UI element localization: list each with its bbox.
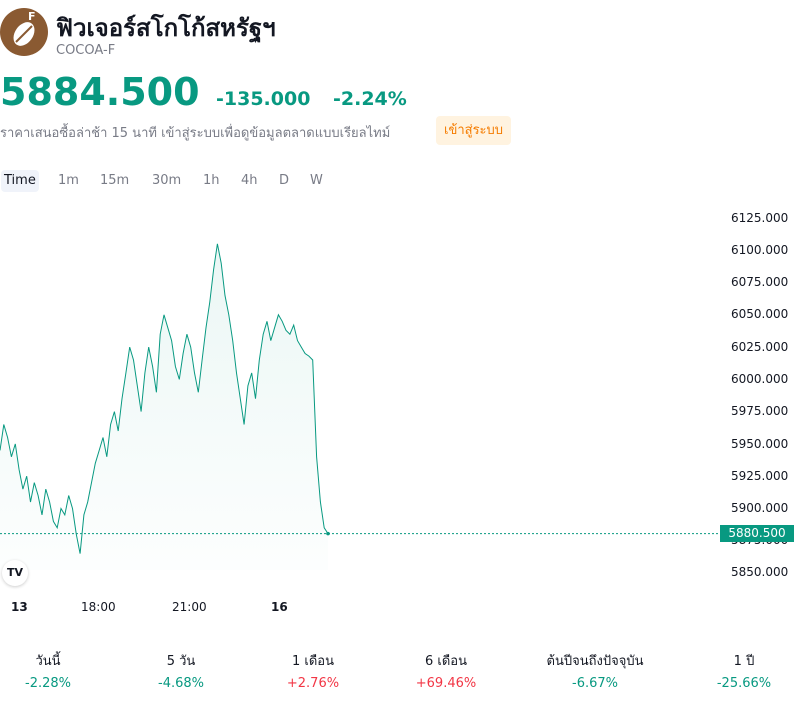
price-row: 5884.500 -135.000 -2.24% <box>0 70 800 116</box>
price-line <box>0 243 329 554</box>
cocoa-bean-icon: F <box>0 8 48 56</box>
perf-value: -4.68% <box>158 676 204 691</box>
x-tick-label: 21:00 <box>172 600 207 614</box>
futures-badge: F <box>28 10 36 23</box>
x-tick-label: 18:00 <box>81 600 116 614</box>
price-chart[interactable] <box>0 200 800 600</box>
last-price-dot <box>326 531 330 536</box>
x-tick-label: 16 <box>271 600 288 614</box>
y-tick-label: 6125.000 <box>731 211 789 225</box>
tab-time[interactable]: Time <box>1 170 39 192</box>
perf-1-month[interactable]: 1 เดือน +2.76% <box>248 650 378 691</box>
delay-text: ราคาเสนอซื้อล่าช้า 15 นาที เข้าสู่ระบบเพ… <box>0 126 391 141</box>
tab-30m[interactable]: 30m <box>152 173 182 188</box>
y-tick-label: 5975.000 <box>731 404 789 418</box>
y-tick-label: 6025.000 <box>731 340 789 354</box>
perf-today[interactable]: วันนี้ -2.28% <box>0 650 113 691</box>
tab-d[interactable]: D <box>279 173 290 188</box>
x-tick-label: 13 <box>11 600 28 614</box>
perf-label: 6 เดือน <box>425 654 467 669</box>
price-change: -135.000 <box>216 88 311 110</box>
ticker-symbol: COCOA-F <box>56 43 116 58</box>
tab-15m[interactable]: 15m <box>100 173 130 188</box>
y-tick-label: 5950.000 <box>731 437 789 451</box>
login-button[interactable]: เข้าสู่ระบบ <box>436 116 512 145</box>
tab-w[interactable]: W <box>310 173 323 188</box>
y-tick-label: 5900.000 <box>731 501 789 515</box>
y-tick-label: 6075.000 <box>731 275 789 289</box>
tab-4h[interactable]: 4h <box>241 173 258 188</box>
y-tick-label: 6100.000 <box>731 243 789 257</box>
price-change-percent: -2.24% <box>333 88 407 110</box>
y-tick-label: 6000.000 <box>731 372 789 386</box>
perf-6-months[interactable]: 6 เดือน +69.46% <box>381 650 511 691</box>
perf-value: -25.66% <box>716 676 772 691</box>
y-tick-label: 6050.000 <box>731 307 789 321</box>
perf-value: +2.76% <box>286 676 340 691</box>
perf-label: 5 วัน <box>166 654 196 669</box>
perf-ytd[interactable]: ต้นปีจนถึงปัจจุบัน -6.67% <box>530 650 660 691</box>
tab-1m[interactable]: 1m <box>58 173 79 188</box>
tradingview-logo[interactable]: TV <box>2 560 28 586</box>
perf-label: วันนี้ <box>35 654 61 669</box>
perf-5-days[interactable]: 5 วัน -4.68% <box>116 650 246 691</box>
perf-value: +69.46% <box>415 676 477 691</box>
perf-value: -2.28% <box>25 676 71 691</box>
last-price-label: 5880.500 <box>720 525 794 542</box>
perf-label: 1 ปี <box>733 654 755 669</box>
perf-label: 1 เดือน <box>292 654 334 669</box>
perf-value: -6.67% <box>572 676 618 691</box>
perf-label: ต้นปีจนถึงปัจจุบัน <box>546 654 644 669</box>
y-tick-label: 5925.000 <box>731 469 789 483</box>
performance-summary: วันนี้ -2.28% 5 วัน -4.68% 1 เดือน +2.76… <box>0 650 800 695</box>
perf-1-year[interactable]: 1 ปี -25.66% <box>679 650 800 691</box>
delay-notice: ราคาเสนอซื้อล่าช้า 15 นาที เข้าสู่ระบบเพ… <box>0 116 800 146</box>
instrument-header: F ฟิวเจอร์สโกโก้สหรัฐฯ COCOA-F <box>0 4 800 58</box>
y-tick-label: 5850.000 <box>731 565 789 579</box>
page-title: ฟิวเจอร์สโกโก้สหรัฐฯ <box>56 14 276 42</box>
price-area <box>0 243 328 571</box>
current-price: 5884.500 <box>0 70 200 114</box>
tab-1h[interactable]: 1h <box>203 173 220 188</box>
